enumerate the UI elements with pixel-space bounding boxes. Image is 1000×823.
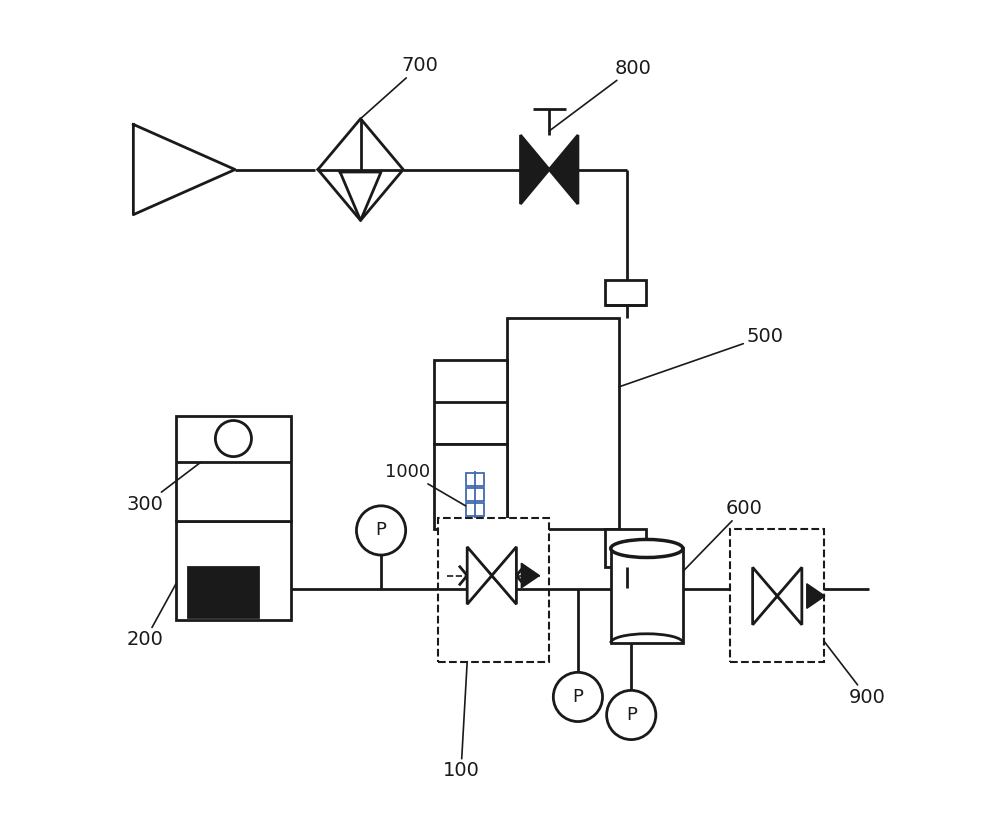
Text: 900: 900	[824, 641, 885, 707]
Bar	[466, 473, 484, 486]
Bar	[176, 521, 291, 620]
Bar	[611, 548, 683, 643]
Bar	[434, 360, 507, 444]
Polygon shape	[521, 563, 539, 588]
Bar	[176, 416, 291, 521]
Polygon shape	[521, 135, 549, 204]
Text: 200: 200	[127, 584, 176, 649]
Ellipse shape	[611, 539, 683, 557]
Text: 1000: 1000	[385, 463, 466, 506]
Text: 100: 100	[443, 662, 479, 780]
Text: P: P	[572, 688, 583, 706]
Text: P: P	[376, 522, 387, 539]
Bar	[466, 503, 484, 517]
Bar	[507, 318, 619, 529]
Bar	[434, 444, 507, 529]
Bar	[188, 567, 258, 616]
Bar	[730, 529, 824, 662]
Polygon shape	[753, 567, 777, 625]
Polygon shape	[492, 546, 516, 604]
Polygon shape	[549, 135, 578, 204]
Polygon shape	[467, 546, 492, 604]
Bar	[438, 518, 549, 662]
Bar	[605, 281, 646, 305]
Text: 800: 800	[549, 58, 652, 131]
Polygon shape	[777, 567, 802, 625]
Text: 700: 700	[361, 56, 438, 119]
Text: P: P	[626, 706, 637, 724]
Bar	[605, 529, 646, 567]
Text: 500: 500	[619, 327, 783, 387]
Polygon shape	[807, 584, 825, 608]
Text: 300: 300	[127, 463, 201, 514]
Text: 600: 600	[683, 499, 762, 571]
Bar	[466, 488, 484, 501]
